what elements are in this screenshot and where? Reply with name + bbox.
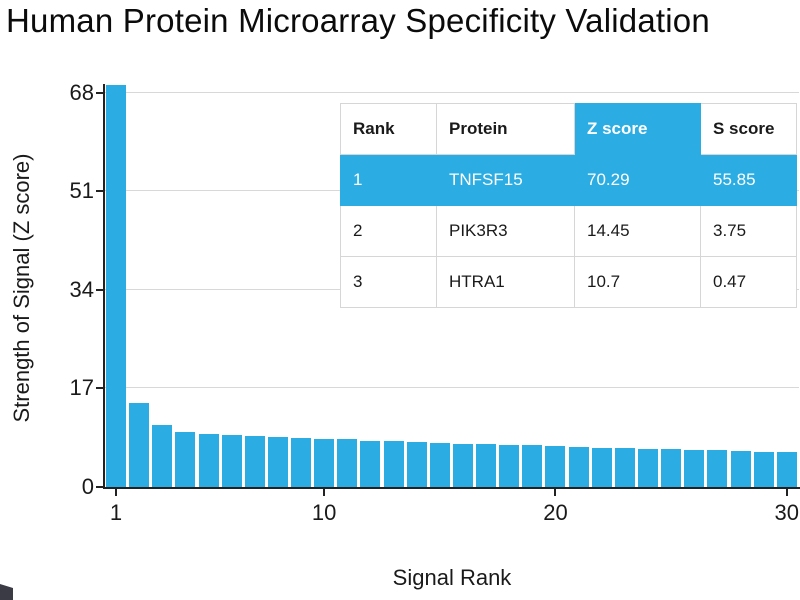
table-row: 2 PIK3R3 14.45 3.75 xyxy=(340,205,797,257)
cell-s-score: 0.47 xyxy=(700,256,797,308)
y-tick-mark xyxy=(96,387,103,390)
cell-protein: HTRA1 xyxy=(436,256,575,308)
y-tick-label: 68 xyxy=(69,79,94,105)
bar xyxy=(661,449,682,487)
bar xyxy=(614,448,635,487)
bar xyxy=(684,449,705,487)
y-tick-label: 51 xyxy=(69,178,94,204)
y-tick-mark xyxy=(96,288,103,291)
bar xyxy=(499,444,520,487)
y-tick-label: 34 xyxy=(69,276,94,302)
bar xyxy=(244,435,265,487)
y-tick-mark xyxy=(96,190,103,193)
gridline xyxy=(105,91,799,93)
bar xyxy=(175,431,196,487)
header-s-score: S score xyxy=(700,103,797,155)
y-tick-mark xyxy=(96,91,103,94)
cell-s-score: 55.85 xyxy=(700,154,797,206)
bar xyxy=(429,442,450,487)
bar xyxy=(476,444,497,487)
bar xyxy=(221,434,242,487)
cell-protein: TNFSF15 xyxy=(436,154,575,206)
bar xyxy=(360,440,381,487)
bar xyxy=(383,441,404,487)
cell-rank: 1 xyxy=(340,154,437,206)
table-row: 3 HTRA1 10.7 0.47 xyxy=(340,256,797,308)
header-rank: Rank xyxy=(340,103,437,155)
bar xyxy=(545,446,566,487)
x-tick-mark xyxy=(115,489,117,496)
x-axis-label: Signal Rank xyxy=(392,565,512,590)
bar xyxy=(522,445,543,487)
cell-protein: PIK3R3 xyxy=(436,205,575,257)
bar xyxy=(637,448,658,487)
bar xyxy=(337,439,358,487)
bar xyxy=(198,433,219,487)
cell-z-score: 70.29 xyxy=(574,154,701,206)
x-tick-label: 10 xyxy=(311,500,337,525)
cell-rank: 2 xyxy=(340,205,437,257)
table-row: 1 TNFSF15 70.29 55.85 xyxy=(340,154,797,206)
x-axis-line xyxy=(103,487,800,489)
specificity-table: Rank Protein Z score S score 1 TNFSF15 7… xyxy=(340,103,797,308)
cell-rank: 3 xyxy=(340,256,437,308)
x-tick-label: 1 xyxy=(109,500,123,525)
bar xyxy=(129,403,150,487)
x-tick-mark xyxy=(785,489,788,496)
y-axis-line xyxy=(103,84,105,488)
bar xyxy=(106,85,126,487)
bar xyxy=(776,452,797,487)
bar xyxy=(730,451,751,487)
x-tick-mark xyxy=(554,489,557,496)
y-tick-label: 17 xyxy=(69,375,94,401)
y-tick-mark xyxy=(96,486,103,488)
plot-area xyxy=(105,85,799,487)
bar xyxy=(152,424,173,487)
cell-s-score: 3.75 xyxy=(700,205,797,257)
bar xyxy=(267,437,288,487)
y-tick-label: 0 xyxy=(81,474,94,499)
y-axis-label: Strength of Signal (Z score) xyxy=(9,153,34,423)
bar xyxy=(452,443,473,487)
gridline xyxy=(105,387,799,389)
bar xyxy=(314,438,335,487)
header-protein: Protein xyxy=(436,103,575,155)
bar xyxy=(291,437,312,487)
bar xyxy=(591,447,612,487)
cell-z-score: 14.45 xyxy=(574,205,701,257)
bar xyxy=(753,451,774,487)
chart-title: Human Protein Microarray Specificity Val… xyxy=(6,2,710,39)
x-tick-label: 30 xyxy=(774,500,800,525)
x-tick-mark xyxy=(323,489,326,496)
header-z-score: Z score xyxy=(574,103,701,155)
table-header-row: Rank Protein Z score S score xyxy=(340,103,797,155)
x-tick-label: 20 xyxy=(543,500,568,525)
bar xyxy=(707,450,728,487)
bar xyxy=(568,446,589,487)
cell-z-score: 10.7 xyxy=(574,256,701,308)
bar xyxy=(406,441,427,487)
corner-artifact xyxy=(0,584,13,600)
